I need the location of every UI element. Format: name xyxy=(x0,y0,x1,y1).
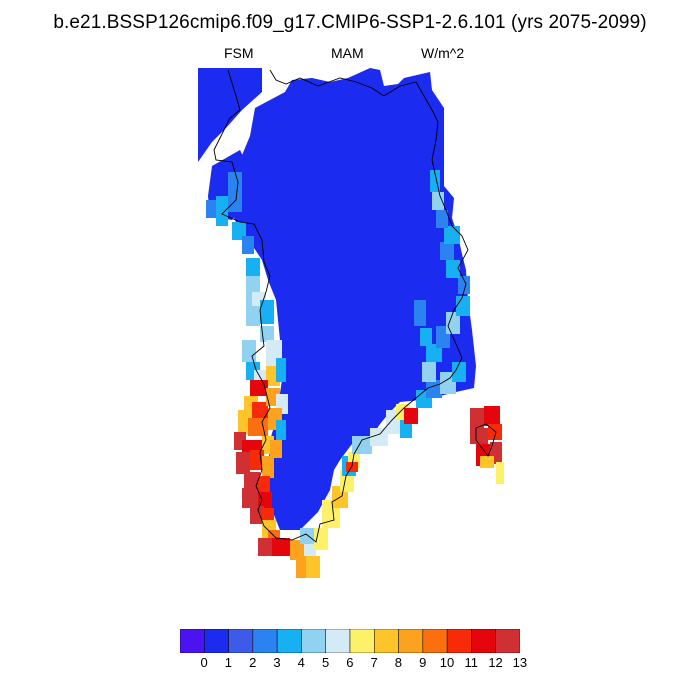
grid-cell xyxy=(206,200,216,218)
grid-cell xyxy=(306,556,320,578)
colorbar-swatch xyxy=(446,629,472,653)
colorbar-tick-label: 4 xyxy=(297,655,305,670)
colorbar-tick-label: 5 xyxy=(321,655,330,670)
grid-cell xyxy=(252,402,268,418)
colorbar-tick-label: 11 xyxy=(464,655,479,670)
grid-cell xyxy=(260,300,274,324)
grid-cell xyxy=(270,440,282,458)
grid-cell xyxy=(480,456,494,468)
grid-cell xyxy=(432,192,444,210)
grid-cell xyxy=(446,260,460,278)
colorbar xyxy=(180,629,520,653)
grid-cell xyxy=(246,306,260,326)
grid-cell xyxy=(452,362,466,382)
colorbar-tick-label: 13 xyxy=(512,655,528,670)
grid-cell xyxy=(484,406,500,426)
colorbar-swatch xyxy=(276,629,302,653)
grid-cell xyxy=(414,300,426,326)
grid-cell xyxy=(430,170,440,192)
grid-cell xyxy=(296,556,308,578)
grid-cell xyxy=(346,462,358,472)
grid-cell xyxy=(216,196,228,226)
grid-cell xyxy=(262,456,274,478)
coastline-main xyxy=(213,69,469,543)
grid-cell xyxy=(488,424,502,440)
coastline-island xyxy=(475,423,497,457)
coastline xyxy=(213,69,497,543)
map-title: b.e21.BSSP126cmip6.f09_g17.CMIP6-SSP1-2.… xyxy=(53,12,647,33)
colorbar-swatch xyxy=(398,629,424,653)
colorbar-swatch xyxy=(471,629,496,653)
grid-cell xyxy=(228,172,242,212)
colorbar-swatch xyxy=(252,629,278,653)
colorbar-swatch xyxy=(374,629,399,653)
grid-cell xyxy=(236,452,250,474)
grid-cell xyxy=(352,436,372,454)
grid-cell xyxy=(232,222,246,240)
grid-cell xyxy=(260,326,274,342)
grid-cell xyxy=(436,210,448,228)
northwest-land-patch xyxy=(198,68,262,162)
main-ice-sheet xyxy=(232,68,476,530)
grid-cell xyxy=(314,528,328,550)
grid-cell xyxy=(242,340,256,362)
colorbar-tick-label: 8 xyxy=(394,655,403,670)
grid-cell xyxy=(404,408,418,424)
grid-cell xyxy=(470,408,484,428)
grid-cell xyxy=(250,506,264,524)
colorbar-labels: 0 1 2 3 4 5 6 7 8 9 10 11 12 13 xyxy=(0,655,700,675)
colorbar-swatch xyxy=(495,629,520,653)
grid-cell xyxy=(258,538,274,556)
colorbar-swatch xyxy=(325,629,351,653)
colorbar-tick-label: 2 xyxy=(249,655,257,670)
season-label: MAM xyxy=(331,45,364,61)
grid-cell xyxy=(426,344,442,362)
colorbar-tick-label: 7 xyxy=(370,655,378,670)
grid-cell xyxy=(400,420,412,438)
colorbar-swatch xyxy=(422,629,448,653)
colorbar-tick-label: 3 xyxy=(273,655,281,670)
colorbar-swatch xyxy=(349,629,375,653)
grid-cell xyxy=(242,488,260,508)
grid-cell xyxy=(272,538,290,556)
grid-cell xyxy=(370,428,388,446)
grid-cell xyxy=(248,418,268,436)
colorbar-tick-label: 0 xyxy=(200,655,208,670)
colorbar-tick-label: 10 xyxy=(439,655,455,670)
grid-cell xyxy=(242,236,254,254)
grid-cell xyxy=(258,476,270,494)
colorbar-tick-label: 6 xyxy=(346,655,354,670)
colorbar-swatch xyxy=(228,629,254,653)
colorbar-tick-label: 12 xyxy=(488,655,503,670)
variable-label: FSM xyxy=(224,45,254,61)
grid-cell xyxy=(290,540,304,560)
colorbar-swatch xyxy=(204,629,229,653)
grid-cell xyxy=(470,428,488,444)
grid-cell xyxy=(444,226,460,244)
grid-cell xyxy=(440,242,454,260)
field-cells xyxy=(206,170,504,578)
colorbar-tick-label: 1 xyxy=(224,655,233,670)
grid-cell xyxy=(496,462,504,484)
colorbar-swatch xyxy=(180,629,205,653)
grid-cell xyxy=(304,540,316,560)
grid-cell xyxy=(276,358,286,382)
grid-cell xyxy=(276,420,286,440)
grid-cell xyxy=(420,328,432,346)
colorbar-tick-label: 9 xyxy=(419,655,427,670)
grid-cell xyxy=(456,296,470,316)
grid-cell xyxy=(458,276,470,294)
grid-cell xyxy=(426,380,442,398)
grid-cell xyxy=(422,362,436,382)
colorbar-swatch xyxy=(301,629,326,653)
units-label: W/m^2 xyxy=(421,45,465,61)
grid-cell xyxy=(246,258,260,276)
